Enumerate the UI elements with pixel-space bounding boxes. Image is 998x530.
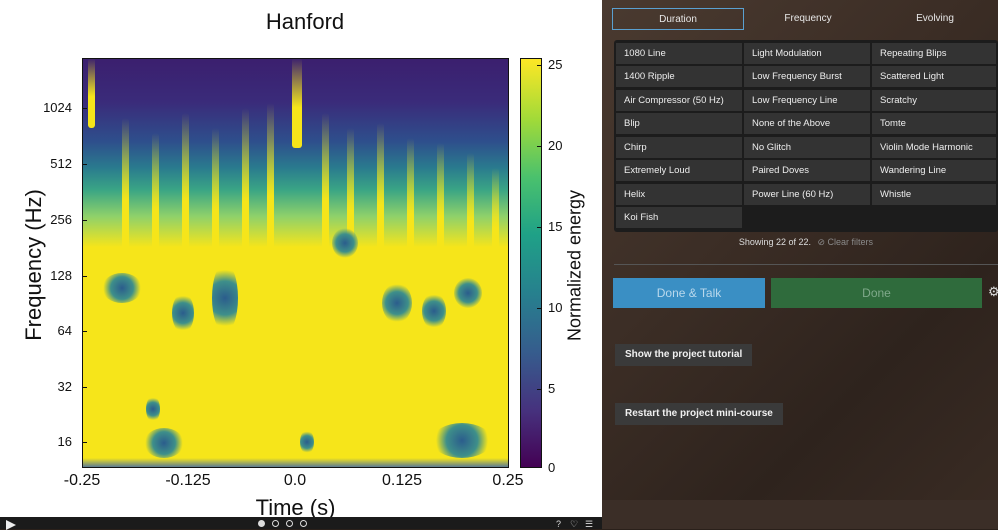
- colorbar-tick-label: 5: [548, 381, 556, 396]
- y-tick-label: 32: [57, 379, 72, 394]
- colorbar-tick-label: 15: [548, 219, 563, 234]
- frame-dot[interactable]: [286, 520, 293, 527]
- choice-low-frequency-line[interactable]: Low Frequency Line: [744, 90, 870, 111]
- x-axis-label: Time (s): [255, 495, 336, 520]
- choice-koi-fish[interactable]: Koi Fish: [616, 207, 742, 228]
- choice-air-compressor[interactable]: Air Compressor (50 Hz): [616, 90, 742, 111]
- frame-controls: ? ♡ ☰: [0, 517, 602, 530]
- filter-tabs: Duration Frequency Evolving: [612, 8, 998, 32]
- colorbar-label: Normalized energy: [564, 189, 585, 342]
- choice-light-modulation[interactable]: Light Modulation: [744, 43, 870, 64]
- choice-repeating-blips[interactable]: Repeating Blips: [872, 43, 996, 64]
- divider: [614, 264, 998, 265]
- done-button[interactable]: Done: [771, 278, 982, 308]
- frame-dot[interactable]: [300, 520, 307, 527]
- choice-extremely-loud[interactable]: Extremely Loud: [616, 160, 742, 181]
- x-tick-label: 0.125: [381, 472, 423, 489]
- choice-chirp[interactable]: Chirp: [616, 137, 742, 158]
- frame-dot[interactable]: [272, 520, 279, 527]
- y-tick-label: 64: [57, 323, 72, 338]
- tab-evolving[interactable]: Evolving: [916, 13, 954, 24]
- restart-mini-course-button[interactable]: Restart the project mini-course: [615, 403, 783, 425]
- tab-duration[interactable]: Duration: [612, 8, 744, 30]
- choice-helix[interactable]: Helix: [616, 184, 742, 205]
- choice-scratchy[interactable]: Scratchy: [872, 90, 996, 111]
- choice-tomte[interactable]: Tomte: [872, 113, 996, 134]
- x-tick-label: 0.25: [492, 472, 524, 489]
- collect-icon[interactable]: ☰: [585, 519, 594, 529]
- clear-filters-link[interactable]: ⊘ Clear filters: [817, 237, 874, 247]
- choice-paired-doves[interactable]: Paired Doves: [744, 160, 870, 181]
- spectrogram: [82, 58, 509, 468]
- choice-wandering-line[interactable]: Wandering Line: [872, 160, 996, 181]
- play-icon[interactable]: [6, 520, 16, 530]
- y-axis-label: Frequency (Hz): [21, 189, 46, 341]
- plot-title: Hanford: [265, 9, 345, 34]
- tab-frequency[interactable]: Frequency: [784, 13, 832, 24]
- show-tutorial-button[interactable]: Show the project tutorial: [615, 344, 753, 366]
- choice-no-glitch[interactable]: No Glitch: [744, 137, 870, 158]
- filter-status: Showing 22 of 22. ⊘ Clear filters: [614, 237, 998, 248]
- y-tick-label: 512: [50, 156, 72, 171]
- favorite-icon[interactable]: ♡: [570, 519, 579, 529]
- y-tick-label: 256: [50, 212, 72, 227]
- showing-count: Showing 22 of 22.: [738, 237, 811, 247]
- x-tick-label: -0.125: [165, 472, 211, 489]
- colorbar-tick-label: 10: [548, 300, 563, 315]
- frame-dot[interactable]: [258, 520, 265, 527]
- colorbar-tick-label: 0: [548, 460, 556, 475]
- x-tick-label: 0.0: [283, 472, 307, 489]
- choice-violin-mode-harmonic[interactable]: Violin Mode Harmonic: [872, 137, 996, 158]
- subject-image: Hanford 1024 512 256 128 64 32 1: [0, 0, 602, 520]
- y-tick-label: 1024: [43, 100, 72, 115]
- choice-whistle[interactable]: Whistle: [872, 184, 996, 205]
- choice-grid: 1080 Line Light Modulation Repeating Bli…: [614, 40, 998, 232]
- help-icon[interactable]: ?: [556, 519, 562, 529]
- choice-power-line[interactable]: Power Line (60 Hz): [744, 184, 870, 205]
- colorbar-tick-label: 25: [548, 57, 563, 72]
- choice-blip[interactable]: Blip: [616, 113, 742, 134]
- done-and-talk-button[interactable]: Done & Talk: [613, 278, 765, 308]
- footer-strip: [602, 500, 998, 529]
- choice-none-of-the-above[interactable]: None of the Above: [744, 113, 870, 134]
- colorbar: [520, 58, 542, 468]
- y-tick-label: 128: [50, 268, 72, 283]
- y-tick-label: 16: [57, 434, 72, 449]
- choice-low-frequency-burst[interactable]: Low Frequency Burst: [744, 66, 870, 87]
- choice-1400-ripple[interactable]: 1400 Ripple: [616, 66, 742, 87]
- gear-icon[interactable]: ⚙: [988, 284, 998, 299]
- x-tick-label: -0.25: [63, 472, 101, 489]
- choice-1080-line[interactable]: 1080 Line: [616, 43, 742, 64]
- choice-scattered-light[interactable]: Scattered Light: [872, 66, 996, 87]
- colorbar-tick-label: 20: [548, 138, 563, 153]
